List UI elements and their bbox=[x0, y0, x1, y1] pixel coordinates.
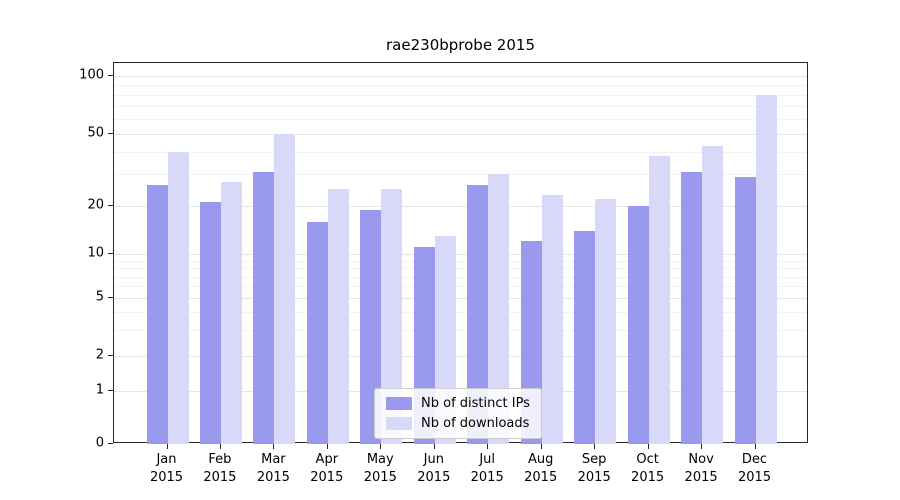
gridline-minor bbox=[114, 118, 807, 120]
bar-distinct-ips bbox=[306, 221, 328, 444]
bar-downloads bbox=[167, 151, 189, 444]
y-tick-mark bbox=[108, 75, 113, 76]
gridline-minor bbox=[114, 268, 807, 270]
bar-downloads bbox=[755, 94, 777, 444]
y-tick-mark bbox=[108, 205, 113, 206]
bar-distinct-ips bbox=[146, 185, 168, 444]
x-tick-mark bbox=[166, 444, 168, 449]
gridline-minor bbox=[114, 174, 807, 176]
gridline-minor bbox=[114, 312, 807, 314]
y-tick-mark bbox=[108, 390, 113, 391]
x-tick-label: Sep 2015 bbox=[577, 452, 611, 485]
gridline-major bbox=[114, 76, 807, 77]
x-tick-label: Feb 2015 bbox=[203, 452, 237, 485]
x-tick-mark bbox=[433, 444, 435, 449]
gridline-minor bbox=[114, 260, 807, 262]
gridline-major bbox=[114, 254, 807, 255]
gridline-major bbox=[114, 356, 807, 357]
bar-downloads bbox=[274, 134, 296, 444]
y-tick-mark bbox=[108, 133, 113, 134]
gridline-minor bbox=[114, 151, 807, 153]
bar-downloads bbox=[541, 195, 563, 444]
gridline-minor bbox=[114, 286, 807, 288]
gridline-major bbox=[114, 134, 807, 135]
legend-item-downloads: Nb of downloads bbox=[386, 416, 530, 431]
gridline-minor bbox=[114, 105, 807, 107]
y-tick-label: 2 bbox=[95, 347, 104, 363]
legend: Nb of distinct IPs Nb of downloads bbox=[374, 388, 542, 439]
y-tick-mark bbox=[108, 443, 113, 444]
x-tick-label: May 2015 bbox=[363, 452, 397, 485]
y-tick-label: 20 bbox=[87, 197, 104, 213]
x-tick-label: Jan 2015 bbox=[149, 452, 184, 485]
bar-downloads bbox=[595, 198, 617, 444]
gridline-minor bbox=[114, 330, 807, 332]
legend-item-distinct-ips: Nb of distinct IPs bbox=[386, 396, 530, 411]
bar-downloads bbox=[702, 145, 724, 444]
x-tick-label: Aug 2015 bbox=[524, 452, 558, 485]
x-tick-mark bbox=[273, 444, 275, 449]
gridline-major bbox=[114, 206, 807, 207]
x-tick-label: Jun 2015 bbox=[417, 452, 451, 485]
bar-distinct-ips bbox=[360, 209, 382, 444]
x-tick-mark bbox=[701, 444, 703, 449]
y-tick-label: 0 bbox=[95, 435, 104, 451]
gridline-major bbox=[114, 298, 807, 299]
bar-downloads bbox=[220, 182, 242, 444]
x-tick-label: Nov 2015 bbox=[684, 452, 718, 485]
bar-distinct-ips bbox=[253, 171, 275, 444]
legend-swatch-downloads bbox=[386, 417, 412, 430]
bar-downloads bbox=[648, 155, 670, 444]
y-tick-label: 50 bbox=[87, 125, 104, 141]
x-tick-mark bbox=[219, 444, 221, 449]
y-tick-label: 1 bbox=[95, 382, 104, 398]
x-tick-label: Oct 2015 bbox=[631, 452, 665, 485]
legend-swatch-distinct-ips bbox=[386, 397, 412, 410]
x-tick-mark bbox=[487, 444, 489, 449]
bar-distinct-ips bbox=[734, 176, 756, 444]
y-tick-mark bbox=[108, 253, 113, 254]
bar-downloads bbox=[488, 174, 510, 444]
bar-distinct-ips bbox=[199, 202, 221, 444]
legend-label-distinct-ips: Nb of distinct IPs bbox=[421, 396, 530, 411]
x-tick-mark bbox=[594, 444, 596, 449]
x-tick-mark bbox=[754, 444, 756, 449]
y-tick-mark bbox=[108, 297, 113, 298]
bar-distinct-ips bbox=[574, 230, 596, 444]
chart-title: rae230bprobe 2015 bbox=[386, 36, 535, 54]
x-tick-label: Jul 2015 bbox=[470, 452, 504, 485]
legend-label-downloads: Nb of downloads bbox=[421, 416, 530, 431]
x-tick-label: Mar 2015 bbox=[256, 452, 290, 485]
gridline-minor bbox=[114, 276, 807, 278]
bar-downloads bbox=[327, 188, 349, 444]
x-tick-label: Dec 2015 bbox=[737, 452, 772, 485]
bar-distinct-ips bbox=[627, 206, 649, 444]
y-tick-label: 10 bbox=[87, 245, 104, 261]
y-tick-mark bbox=[108, 355, 113, 356]
plot-area bbox=[113, 62, 808, 444]
gridline-minor bbox=[114, 94, 807, 96]
bar-distinct-ips bbox=[467, 185, 489, 444]
x-tick-mark bbox=[647, 444, 649, 449]
gridline-minor bbox=[114, 84, 807, 86]
x-tick-label: Apr 2015 bbox=[310, 452, 344, 485]
y-tick-label: 5 bbox=[95, 289, 104, 305]
x-tick-mark bbox=[380, 444, 382, 449]
y-tick-label: 100 bbox=[79, 67, 104, 83]
x-tick-mark bbox=[540, 444, 542, 449]
bar-distinct-ips bbox=[681, 171, 703, 444]
bar-downloads bbox=[381, 188, 403, 444]
x-tick-mark bbox=[326, 444, 328, 449]
